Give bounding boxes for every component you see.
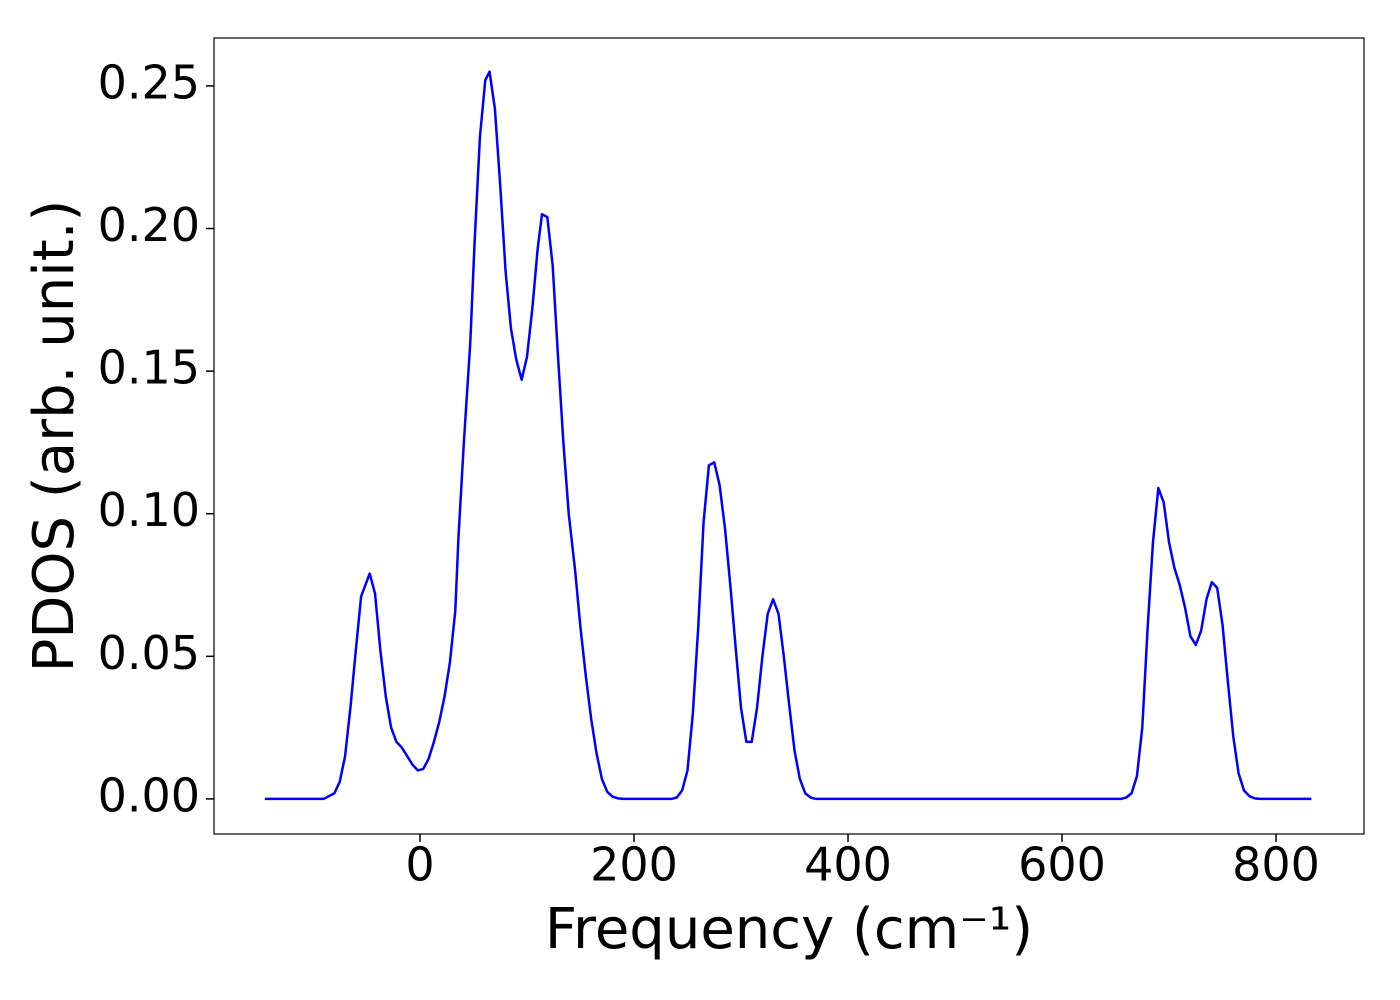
data-line bbox=[264, 70, 1312, 801]
x-tick-label: 200 bbox=[590, 838, 678, 892]
y-tick-label: 0.05 bbox=[98, 626, 200, 680]
y-tick-label: 0.15 bbox=[98, 341, 200, 395]
y-tick-label: 0.25 bbox=[98, 55, 200, 109]
x-tick-label: 800 bbox=[1232, 838, 1320, 892]
plot-frame bbox=[213, 37, 1365, 835]
y-tick-label: 0.00 bbox=[98, 768, 200, 822]
y-tick-label: 0.10 bbox=[98, 483, 200, 537]
x-tick-label: 0 bbox=[405, 838, 434, 892]
y-tick-label: 0.20 bbox=[98, 198, 200, 252]
x-tick-label: 400 bbox=[804, 838, 892, 892]
x-tick-label: 600 bbox=[1018, 838, 1106, 892]
y-axis-label: PDOS (arb. unit.) bbox=[22, 200, 87, 673]
x-axis-label: Frequency (cm⁻¹) bbox=[545, 897, 1033, 962]
